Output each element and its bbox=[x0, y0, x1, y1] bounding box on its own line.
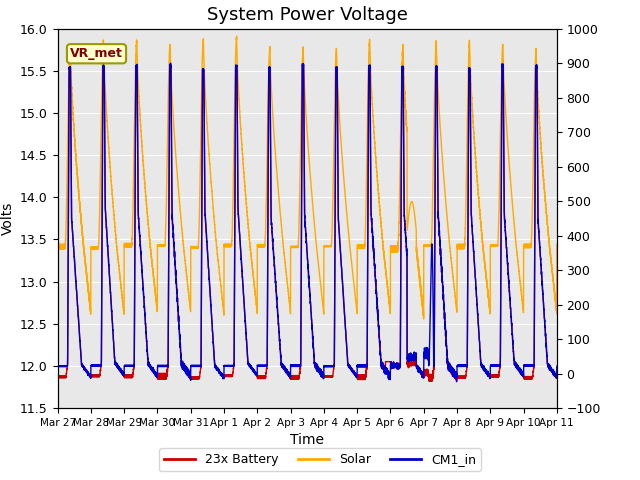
CM1_in bbox=[419, 375, 427, 381]
Solar bbox=[420, 316, 428, 322]
Legend: 23x Battery, Solar, CM1_in: 23x Battery, Solar, CM1_in bbox=[159, 448, 481, 471]
Line: CM1_in: CM1_in bbox=[58, 63, 557, 382]
Solar bbox=[54, 245, 61, 251]
CM1_in bbox=[54, 363, 61, 369]
CM1_in bbox=[391, 362, 399, 368]
Solar bbox=[553, 241, 561, 247]
23x Battery bbox=[391, 363, 399, 369]
23x Battery bbox=[143, 347, 151, 352]
CM1_in bbox=[166, 60, 174, 66]
Solar bbox=[391, 243, 399, 249]
Title: System Power Voltage: System Power Voltage bbox=[207, 6, 408, 24]
Solar bbox=[289, 244, 296, 250]
23x Battery bbox=[552, 373, 560, 379]
CM1_in bbox=[447, 367, 455, 372]
Solar bbox=[419, 301, 427, 307]
23x Battery bbox=[419, 373, 427, 379]
Text: VR_met: VR_met bbox=[70, 47, 123, 60]
23x Battery bbox=[54, 373, 61, 379]
X-axis label: Time: Time bbox=[290, 433, 324, 447]
23x Battery bbox=[553, 373, 561, 379]
CM1_in bbox=[553, 363, 561, 369]
23x Battery bbox=[166, 61, 174, 67]
Line: 23x Battery: 23x Battery bbox=[58, 64, 557, 381]
CM1_in bbox=[552, 373, 560, 379]
23x Battery bbox=[447, 366, 455, 372]
Y-axis label: Volts: Volts bbox=[1, 202, 15, 235]
CM1_in bbox=[143, 347, 151, 352]
Solar bbox=[552, 308, 560, 313]
CM1_in bbox=[452, 379, 460, 384]
23x Battery bbox=[289, 373, 296, 379]
CM1_in bbox=[289, 362, 296, 368]
Solar bbox=[233, 33, 241, 39]
Solar bbox=[447, 257, 455, 263]
Solar bbox=[143, 209, 151, 215]
Line: Solar: Solar bbox=[58, 36, 557, 319]
23x Battery bbox=[425, 378, 433, 384]
